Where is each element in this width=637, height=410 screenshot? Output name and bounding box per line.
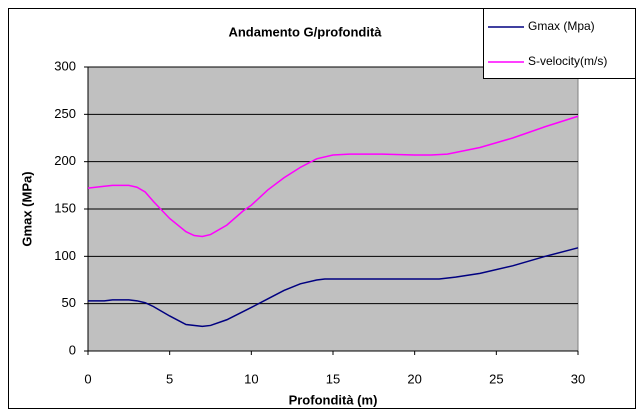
series-line xyxy=(87,115,579,238)
y-tick-label: 300 xyxy=(54,58,76,73)
chart-title: Andamento G/profondità xyxy=(228,24,382,39)
legend-box xyxy=(483,8,636,79)
y-tick-label: 50 xyxy=(62,295,76,310)
series-line xyxy=(88,247,579,328)
x-tick-label: 10 xyxy=(244,371,258,386)
y-tick-label: 200 xyxy=(54,153,76,168)
x-tick-label: 25 xyxy=(489,371,503,386)
x-tick-label: 20 xyxy=(407,371,421,386)
x-tick-label: 5 xyxy=(166,371,173,386)
y-tick-label: 100 xyxy=(54,248,76,263)
plot-area: 0 50 100 150 200 250 300 0 5 10 15 20 25 30 xyxy=(54,58,585,386)
legend: Gmax (Mpa) S-velocity(m/s) xyxy=(483,8,636,79)
y-tick-label: 250 xyxy=(54,106,76,121)
legend-label: S-velocity(m/s) xyxy=(528,54,607,68)
y-tick-label: 0 xyxy=(69,342,76,357)
x-tick-label: 15 xyxy=(326,371,340,386)
y-tick-label: 150 xyxy=(54,200,76,215)
y-axis-label: Gmax (MPa) xyxy=(19,171,34,246)
legend-label: Gmax (Mpa) xyxy=(528,19,595,33)
x-tick-label: 0 xyxy=(84,371,91,386)
x-axis-label: Profondità (m) xyxy=(289,392,378,407)
x-tick-label: 30 xyxy=(571,371,585,386)
